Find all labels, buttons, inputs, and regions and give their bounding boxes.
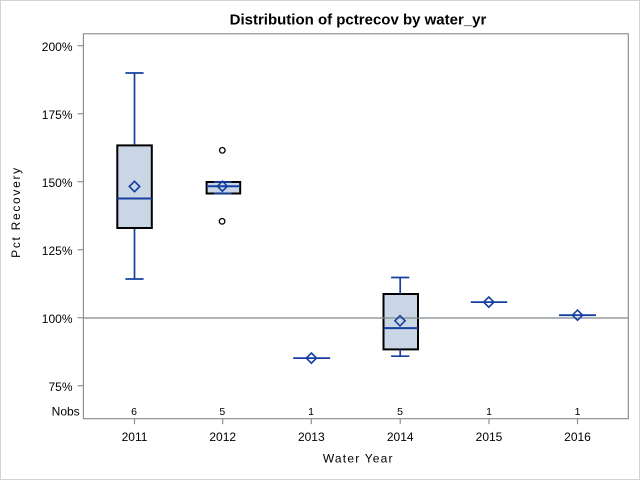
svg-text:150%: 150%	[42, 176, 73, 190]
svg-text:2015: 2015	[476, 430, 503, 444]
svg-text:2014: 2014	[387, 430, 414, 444]
svg-text:125%: 125%	[42, 244, 73, 258]
svg-text:6: 6	[131, 406, 137, 418]
svg-text:Pct Recovery: Pct Recovery	[9, 166, 23, 258]
svg-text:175%: 175%	[42, 108, 73, 122]
svg-text:2011: 2011	[122, 430, 148, 444]
svg-text:2012: 2012	[209, 430, 236, 444]
svg-text:100%: 100%	[42, 312, 73, 326]
svg-text:5: 5	[397, 406, 403, 418]
svg-text:2013: 2013	[298, 430, 325, 444]
svg-text:1: 1	[308, 406, 314, 418]
svg-text:1: 1	[575, 406, 581, 418]
svg-text:2016: 2016	[564, 430, 591, 444]
svg-text:Distribution of pctrecov by wa: Distribution of pctrecov by water_yr	[230, 11, 487, 28]
svg-text:75%: 75%	[48, 380, 72, 394]
svg-text:Nobs: Nobs	[52, 405, 80, 419]
svg-text:1: 1	[486, 406, 492, 418]
svg-text:Water Year: Water Year	[323, 451, 394, 465]
svg-text:5: 5	[219, 406, 225, 418]
svg-text:200%: 200%	[42, 40, 73, 54]
